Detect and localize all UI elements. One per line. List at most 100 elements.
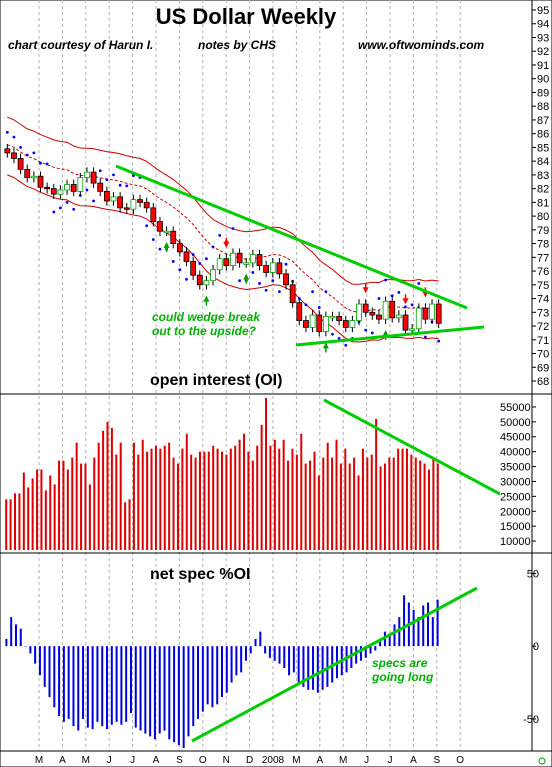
corner-symbol-icon [538,757,546,765]
price-tick-label: 69 [537,362,549,374]
netspec-bar [230,646,233,683]
candle [322,316,329,332]
candle [276,262,283,275]
candle [342,320,349,328]
oi-tick-label: 55000 [500,402,531,414]
price-tick-label: 73 [537,307,549,319]
netspec-bar [240,646,243,673]
netspec-bar [273,646,276,661]
candle [103,190,110,202]
candle [70,184,77,192]
psar-dot [52,210,56,214]
oi-bar [49,475,52,550]
oi-bar [287,460,290,550]
oi-bar [238,439,241,550]
credit-courtesy: chart courtesy of Harun I. [8,38,153,52]
netspec-bar [110,646,113,725]
netspec-bar [19,628,22,647]
price-tick-label: 95 [537,5,549,17]
netspec-bar [268,646,271,658]
oi-bar [295,454,298,550]
price-tick-label: 91 [537,60,549,72]
oi-bar [383,463,386,550]
psar-dot [218,233,222,237]
netspec-tick-label: -50 [523,714,539,726]
oi-bar [366,457,369,550]
candle [389,300,396,319]
candle [249,254,256,264]
netspec-bar [106,646,109,730]
buy-arrow [203,295,210,302]
oi-bar [80,463,83,550]
oi-bar [159,448,162,550]
x-tick-label: S [433,755,440,766]
oi-bar [265,398,268,550]
oi-bar [405,448,408,550]
price-tick-label: 76 [537,266,549,278]
oi-bar [110,427,113,550]
netspec-bar [379,638,382,647]
netspec-bar [53,646,56,708]
psar-dot [45,162,49,166]
psar-dot [384,278,387,282]
price-tick-label: 75 [537,280,549,292]
price-tick-label: 86 [537,129,549,141]
netspec-bar [359,646,362,661]
netspec-bar [326,646,329,687]
price-tick-label: 72 [537,321,549,333]
oi-bar [388,457,391,550]
price-tick-label: 85 [537,142,549,154]
oi-bar [141,439,144,550]
oi-bar [58,460,61,550]
netspec-bar [115,646,118,722]
netspec-bar [158,646,161,734]
psar-dot [397,290,401,294]
psar-dot [271,279,275,283]
psar-dot [25,153,29,157]
oi-trendline [323,398,501,496]
price-tick-label: 94 [537,19,549,31]
oi-bar [27,487,30,550]
oi-bar [190,454,193,550]
psar-dot [145,224,149,228]
oi-bar [119,442,122,550]
sell-arrow [223,241,230,248]
candles [4,143,442,337]
oi-bar [436,463,439,550]
netspec-bar [86,646,89,728]
candle [256,254,263,266]
oi-bar [260,424,263,550]
psar-dot [437,339,441,343]
buy-arrow [243,273,250,280]
netspec-bar [139,646,142,731]
oi-bar [22,472,25,550]
oi-bar [335,439,338,550]
netspec-bar [197,646,200,719]
x-tick-label: 2008 [262,755,285,766]
x-tick-label: A [316,755,323,766]
bollinger-lower-band [7,174,439,343]
candle [402,314,409,331]
netspec-bars [5,595,439,748]
oi-bar [66,469,69,550]
oi-tick-label: 40000 [500,447,531,459]
oi-bar [304,463,307,550]
netspec-axis-ticks: -50 0 50 [523,568,539,725]
psar-dot [417,282,421,285]
oi-bar [221,451,223,550]
psar-dot [72,207,76,211]
oi-bar [93,457,96,550]
netspec-bar [182,646,185,748]
psar-dot [171,260,175,263]
psar-dot [185,277,188,281]
psar-dot [324,290,328,294]
netspec-bar [163,646,166,731]
psar-dot [284,262,288,266]
psar-dot [251,271,255,274]
psar-dot [198,262,202,265]
x-tick-label: A [153,755,160,766]
netspec-bar [422,605,425,647]
psar-dot [344,343,348,347]
candle [223,258,230,266]
netspec-bar [321,646,324,690]
